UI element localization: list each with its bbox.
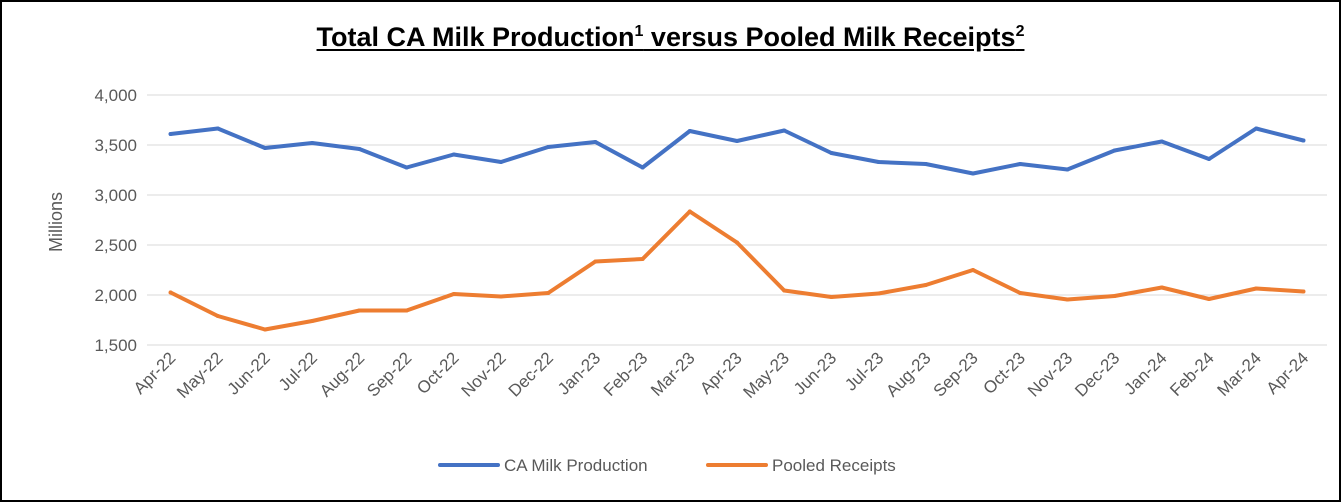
series-line-ca-milk-production xyxy=(168,126,1306,176)
data-point-ca-milk-production xyxy=(735,139,739,143)
x-tick-label: Aug-22 xyxy=(316,348,368,400)
x-tick-label: May-22 xyxy=(173,348,227,402)
x-tick-label: Apr-23 xyxy=(696,348,746,398)
title-main: Total CA Milk Production xyxy=(316,22,635,52)
x-tick-label: May-23 xyxy=(740,348,794,402)
x-tick-label: Mar-24 xyxy=(1214,348,1266,400)
data-point-ca-milk-production xyxy=(923,162,928,166)
data-point-pooled-receipts xyxy=(546,291,551,295)
gridlines xyxy=(147,94,1327,346)
data-point-ca-milk-production xyxy=(404,165,409,170)
data-point-pooled-receipts xyxy=(1301,289,1306,294)
data-point-ca-milk-production xyxy=(829,151,834,155)
legend-label-pooled-receipts: Pooled Receipts xyxy=(772,456,896,475)
data-point-pooled-receipts xyxy=(1159,285,1164,290)
data-point-ca-milk-production xyxy=(1065,167,1070,172)
x-tick-label: Jul-23 xyxy=(841,348,887,394)
title-footnote-1: 1 xyxy=(634,23,644,40)
y-axis-label: Millions xyxy=(46,192,66,252)
x-tick-label: Sep-22 xyxy=(363,348,415,400)
y-tick-label: 4,000 xyxy=(94,86,137,105)
data-point-pooled-receipts xyxy=(923,283,928,287)
y-tick-label: 2,500 xyxy=(94,236,137,255)
data-point-ca-milk-production xyxy=(357,147,362,151)
series-lines xyxy=(168,126,1306,332)
series-line-pooled-receipts xyxy=(168,209,1306,332)
x-tick-label: Jul-22 xyxy=(275,348,321,394)
data-point-ca-milk-production xyxy=(451,152,456,157)
data-point-ca-milk-production xyxy=(1112,148,1117,153)
data-point-pooled-receipts xyxy=(971,268,975,272)
x-tick-label: Nov-23 xyxy=(1024,348,1076,400)
data-point-ca-milk-production xyxy=(1207,157,1211,161)
data-point-ca-milk-production xyxy=(1159,139,1164,144)
x-tick-label: Sep-23 xyxy=(930,348,982,400)
data-point-pooled-receipts xyxy=(829,295,834,299)
title-mid: versus Pooled Milk Receipts xyxy=(643,22,1016,52)
x-tick-label: Jun-22 xyxy=(224,348,274,398)
chart-title: Total CA Milk Production1 versus Pooled … xyxy=(0,22,1341,53)
x-tick-label: Jan-24 xyxy=(1120,348,1170,398)
data-point-ca-milk-production xyxy=(1254,126,1259,131)
legend-label-ca-milk-production: CA Milk Production xyxy=(504,456,648,475)
data-point-ca-milk-production xyxy=(640,165,645,170)
x-tick-label: Dec-23 xyxy=(1071,348,1123,400)
title-footnote-2: 2 xyxy=(1015,23,1025,40)
data-point-pooled-receipts xyxy=(640,257,645,261)
data-point-pooled-receipts xyxy=(1018,291,1023,295)
x-tick-label: Jan-23 xyxy=(554,348,604,398)
data-point-ca-milk-production xyxy=(1301,138,1306,143)
data-point-pooled-receipts xyxy=(357,308,362,313)
data-point-pooled-receipts xyxy=(876,291,881,296)
data-point-pooled-receipts xyxy=(1207,297,1211,301)
data-point-pooled-receipts xyxy=(687,209,692,214)
x-tick-label: Mar-23 xyxy=(647,348,699,400)
data-point-pooled-receipts xyxy=(593,259,598,264)
data-point-pooled-receipts xyxy=(735,240,739,245)
x-tick-label: Apr-24 xyxy=(1263,348,1313,398)
legend: CA Milk Production Pooled Receipts xyxy=(438,456,896,475)
x-tick-label: Feb-23 xyxy=(600,348,652,400)
data-point-ca-milk-production xyxy=(263,146,267,150)
data-point-ca-milk-production xyxy=(971,171,975,176)
data-point-ca-milk-production xyxy=(310,141,315,145)
x-tick-label: Aug-23 xyxy=(882,348,934,400)
data-point-pooled-receipts xyxy=(1112,294,1117,298)
x-tick-label: Jun-23 xyxy=(790,348,840,398)
data-point-pooled-receipts xyxy=(1254,286,1259,291)
data-point-ca-milk-production xyxy=(687,129,692,133)
y-axis-ticks: 1,500 2,000 2,500 3,000 3,500 4,000 xyxy=(94,86,137,355)
y-tick-label: 1,500 xyxy=(94,336,137,355)
data-point-pooled-receipts xyxy=(168,290,173,295)
data-point-ca-milk-production xyxy=(546,145,551,149)
data-point-ca-milk-production xyxy=(782,128,787,133)
y-tick-label: 2,000 xyxy=(94,286,137,305)
data-point-ca-milk-production xyxy=(499,160,503,164)
data-point-pooled-receipts xyxy=(310,319,315,323)
x-tick-label: Dec-22 xyxy=(505,348,557,400)
x-tick-label: Apr-22 xyxy=(130,348,180,398)
data-point-pooled-receipts xyxy=(499,294,503,299)
data-point-pooled-receipts xyxy=(1065,297,1070,302)
x-tick-label: Feb-24 xyxy=(1166,348,1218,400)
data-point-pooled-receipts xyxy=(451,292,456,296)
x-tick-label: Nov-22 xyxy=(458,348,510,400)
x-tick-label: Oct-23 xyxy=(980,348,1030,398)
data-point-ca-milk-production xyxy=(593,140,598,144)
data-point-pooled-receipts xyxy=(782,288,787,293)
x-tick-label: Oct-22 xyxy=(413,348,463,398)
data-point-ca-milk-production xyxy=(215,126,220,131)
data-point-pooled-receipts xyxy=(404,308,409,313)
data-point-ca-milk-production xyxy=(876,160,881,164)
y-tick-label: 3,000 xyxy=(94,186,137,205)
data-point-pooled-receipts xyxy=(215,314,220,318)
y-tick-label: 3,500 xyxy=(94,136,137,155)
data-point-pooled-receipts xyxy=(263,327,267,332)
data-point-ca-milk-production xyxy=(1018,162,1023,166)
data-point-ca-milk-production xyxy=(168,132,173,136)
